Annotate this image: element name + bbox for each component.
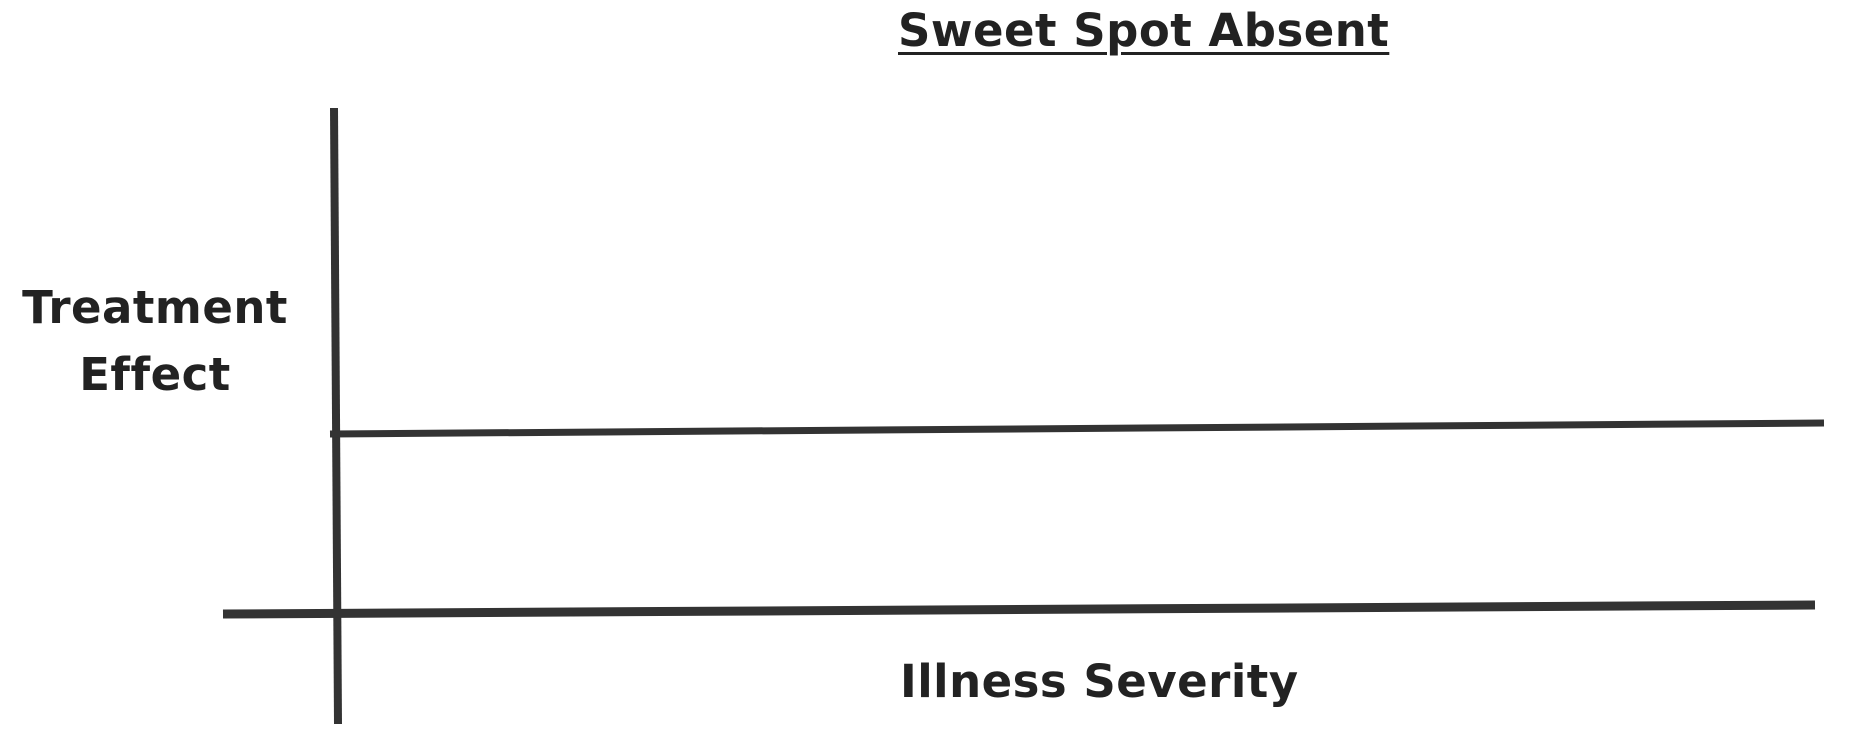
x-axis-line — [222, 600, 1816, 619]
y-axis-label-line-2: Effect — [79, 348, 231, 401]
treatment-effect-line — [329, 419, 1825, 438]
y-axis-line — [330, 107, 342, 725]
y-axis-label: Treatment Effect — [20, 274, 290, 408]
diagram-title: Sweet Spot Absent — [898, 4, 1390, 57]
y-axis-label-line-1: Treatment — [22, 281, 288, 334]
x-axis-label: Illness Severity — [900, 655, 1299, 708]
